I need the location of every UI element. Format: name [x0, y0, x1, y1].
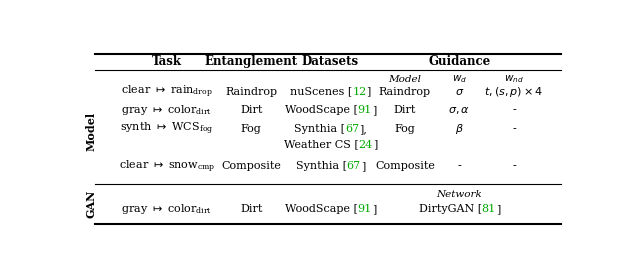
Text: clear $\mapsto$ snow$_{\mathregular{cmp}}$: clear $\mapsto$ snow$_{\mathregular{cmp}…: [118, 158, 215, 175]
Text: synth $\mapsto$ WCS$_{\mathregular{fog}}$: synth $\mapsto$ WCS$_{\mathregular{fog}}…: [120, 121, 214, 137]
Text: Datasets: Datasets: [302, 55, 359, 68]
Text: 24: 24: [358, 140, 372, 150]
Text: ]: ]: [372, 204, 376, 214]
Text: -: -: [512, 161, 516, 171]
Text: nuScenes [: nuScenes [: [290, 87, 352, 97]
Text: Entanglement: Entanglement: [205, 55, 298, 68]
Text: Guidance: Guidance: [428, 55, 491, 68]
Text: 67: 67: [347, 161, 361, 171]
Text: DirtyGAN [: DirtyGAN [: [419, 204, 482, 214]
Text: Model: Model: [85, 112, 97, 151]
Text: WoodScape [: WoodScape [: [285, 204, 358, 214]
Text: Composite: Composite: [375, 161, 435, 171]
Text: clear $\mapsto$ rain$_{\mathregular{drop}}$: clear $\mapsto$ rain$_{\mathregular{drop…: [121, 83, 212, 100]
Text: Fog: Fog: [394, 124, 415, 134]
Text: ]: ]: [367, 87, 371, 97]
Text: $\sigma,\alpha$: $\sigma,\alpha$: [449, 105, 470, 116]
Text: $w_d$: $w_d$: [452, 73, 467, 85]
Text: ]: ]: [372, 140, 377, 150]
Text: ]: ]: [361, 161, 365, 171]
Text: $t,(s,p)\times4$: $t,(s,p)\times4$: [484, 85, 544, 99]
Text: 67: 67: [345, 124, 359, 134]
Text: 91: 91: [358, 204, 372, 214]
Text: Fog: Fog: [241, 124, 262, 134]
Text: 91: 91: [358, 105, 372, 115]
Text: Synthia [: Synthia [: [296, 161, 347, 171]
Text: Composite: Composite: [221, 161, 281, 171]
Text: Dirt: Dirt: [394, 105, 416, 115]
Text: Dirt: Dirt: [240, 105, 262, 115]
Text: gray $\mapsto$ color$_{\mathregular{dirt}}$: gray $\mapsto$ color$_{\mathregular{dirt…: [122, 103, 212, 117]
Text: ],: ],: [359, 124, 367, 134]
Text: Synthia [: Synthia [: [294, 124, 345, 134]
Text: $w_{nd}$: $w_{nd}$: [504, 73, 524, 85]
Text: 12: 12: [352, 87, 367, 97]
Text: Model: Model: [388, 75, 421, 84]
Text: 81: 81: [482, 204, 496, 214]
Text: Raindrop: Raindrop: [225, 87, 277, 97]
Text: -: -: [458, 161, 461, 171]
Text: GAN: GAN: [85, 190, 97, 218]
Text: Task: Task: [152, 55, 182, 68]
Text: Dirt: Dirt: [240, 204, 262, 214]
Text: ]: ]: [496, 204, 500, 214]
Text: -: -: [512, 124, 516, 134]
Text: Raindrop: Raindrop: [379, 87, 431, 97]
Text: Weather CS [: Weather CS [: [284, 140, 358, 150]
Text: $\beta$: $\beta$: [455, 122, 464, 136]
Text: -: -: [512, 105, 516, 115]
Text: WoodScape [: WoodScape [: [285, 105, 358, 115]
Text: Network: Network: [436, 190, 483, 199]
Text: gray $\mapsto$ color$_{\mathregular{dirt}}$: gray $\mapsto$ color$_{\mathregular{dirt…: [122, 202, 212, 216]
Text: ]: ]: [372, 105, 376, 115]
Text: $\sigma$: $\sigma$: [455, 87, 464, 97]
